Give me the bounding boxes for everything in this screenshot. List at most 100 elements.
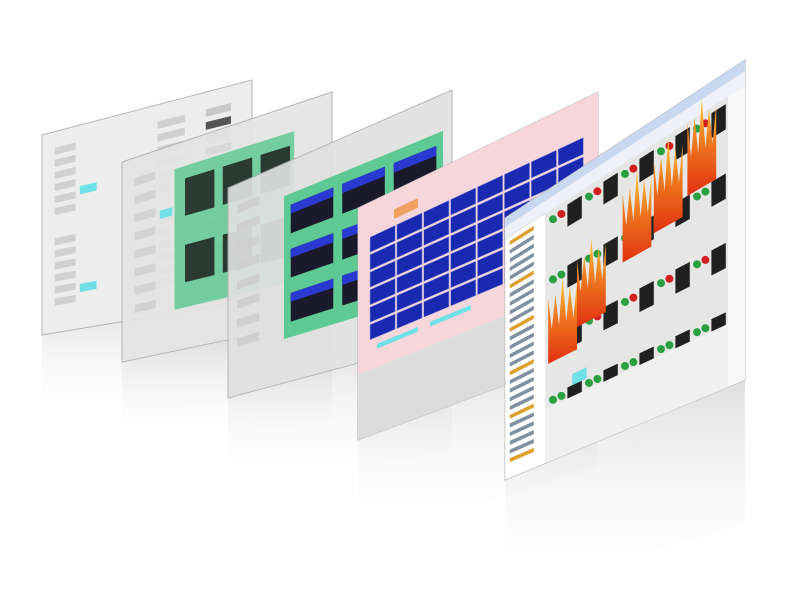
value-box [711,242,726,276]
indicator [701,187,710,196]
value-box [675,261,690,294]
indicator [693,328,701,337]
data-cell [450,187,477,216]
ui-button [236,292,260,309]
ui-button [236,253,260,271]
tree-item [509,403,534,419]
tree-item [509,430,534,445]
status-box [185,236,215,283]
ui-button [236,273,260,290]
status-header [290,278,334,302]
indicator [549,395,557,404]
toolbar [505,71,745,239]
indicator [665,341,674,350]
status-header [290,187,334,214]
ui-highlight [79,182,97,195]
data-cell [369,242,396,271]
ui-button [54,142,76,155]
data-cell [477,230,503,259]
data-cell [423,218,450,246]
ui-button [236,312,260,328]
data-cell [369,313,396,341]
data-cell [369,278,396,306]
indicator [657,147,665,156]
ui-button [236,215,260,233]
ui-button [134,281,156,295]
data-cell [369,295,396,323]
ui-button [54,154,76,167]
indicator [701,255,710,264]
indicator [629,164,638,173]
log-area [545,323,729,463]
ui-button [54,166,76,179]
ui-button [236,234,260,252]
data-cell [423,199,450,229]
indicator [665,274,674,283]
indicator [549,215,557,224]
tree-item [509,367,534,385]
tree-item [509,225,534,246]
data-cell [396,302,423,329]
ui-button [157,127,185,142]
value-box [567,195,582,227]
data-cell [396,266,423,294]
tree-item [509,438,534,454]
status-header [342,166,385,194]
data-cell [423,254,450,282]
ui-button [236,195,260,214]
data-cell [396,212,423,241]
tree-item [509,234,534,254]
ui-button [134,244,156,259]
data-cell [477,249,503,277]
indicator [593,374,602,383]
tree-item [509,261,534,280]
ui-button [54,270,76,282]
tree-item [509,447,534,463]
indicator [665,141,674,150]
ui-button [54,203,76,216]
tree-item [509,243,534,263]
data-cell [450,205,477,234]
indicator [557,270,566,279]
tree-item [509,350,534,367]
ui-button [54,191,76,204]
tree-item [509,341,534,358]
tree-item [509,412,534,428]
tree-item [509,394,534,411]
title-bar [505,60,745,228]
ui-button [134,299,156,314]
ui-button [572,367,587,386]
ui-button [134,171,156,187]
ui-button [430,304,471,327]
indicator [585,378,593,387]
status-header [290,233,334,258]
data-cell [369,225,396,253]
indicator [657,345,665,354]
reflection [505,380,745,598]
ui-button [134,263,156,277]
status-header [393,145,437,173]
tree-item [509,376,534,393]
tree-item [509,270,534,289]
tree-item [509,314,534,332]
tree-item [509,323,534,341]
tree-item [509,332,534,350]
indicator [693,260,701,269]
ui-button [236,331,260,347]
indicator [585,192,593,201]
data-cell [450,279,477,307]
ui-field [205,116,231,130]
ui-button [157,114,185,130]
data-cell [504,181,530,210]
value-box [603,236,618,268]
data-cell [504,162,530,191]
ui-button [134,226,156,241]
indicator [621,297,629,306]
indicator [693,192,701,201]
data-cell [396,230,423,259]
ui-button [134,207,156,223]
fire-icon [548,276,577,364]
ui-button [54,294,76,306]
value-box [603,172,618,205]
